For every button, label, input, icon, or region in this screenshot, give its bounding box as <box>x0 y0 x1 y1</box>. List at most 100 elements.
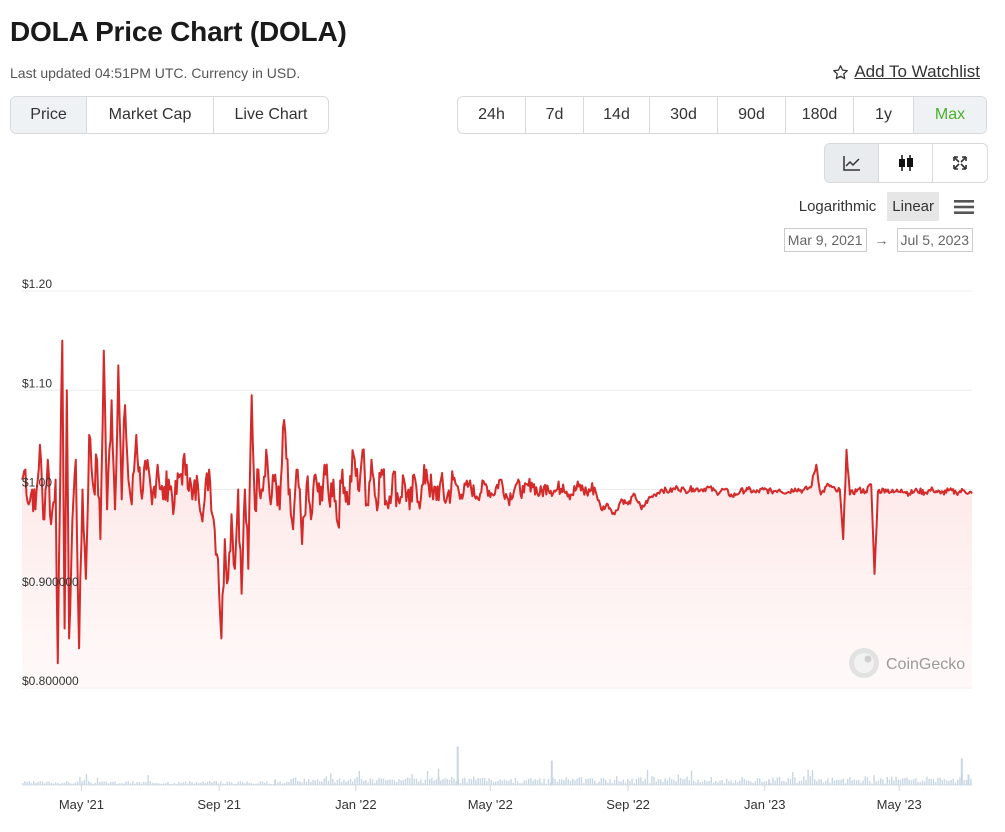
x-tick-label: Jan '23 <box>744 797 786 812</box>
volume-bar <box>954 782 957 785</box>
volume-bar <box>312 780 314 785</box>
scale-logarithmic[interactable]: Logarithmic <box>798 198 877 215</box>
volume-bar <box>717 782 719 785</box>
volume-bar <box>127 781 129 785</box>
range-1y[interactable]: 1y <box>854 97 914 133</box>
volume-bar <box>871 783 873 785</box>
candlestick-button[interactable] <box>879 144 933 182</box>
date-range: Mar 9, 2021 → Jul 5, 2023 <box>783 228 973 252</box>
volume-bar <box>506 780 508 785</box>
volume-bar <box>737 782 739 785</box>
volume-bar <box>501 780 503 785</box>
scale-linear[interactable]: Linear <box>887 192 939 221</box>
volume-bar <box>855 780 858 785</box>
volume-bar <box>180 783 182 785</box>
date-to-input[interactable]: Jul 5, 2023 <box>896 228 973 252</box>
volume-bar <box>217 783 220 785</box>
range-7d[interactable]: 7d <box>526 97 584 133</box>
volume-bar <box>222 783 224 785</box>
volume-bar <box>264 783 266 785</box>
price-line <box>21 339 973 665</box>
range-30d[interactable]: 30d <box>650 97 718 133</box>
volume-bar <box>129 783 132 785</box>
volume-bar <box>605 779 607 785</box>
volume-bar <box>512 783 514 785</box>
volume-bar <box>598 781 600 785</box>
date-from-input[interactable]: Mar 9, 2021 <box>783 228 867 252</box>
tab-live-chart[interactable]: Live Chart <box>234 106 308 123</box>
volume-bar <box>83 780 85 785</box>
volume-bar <box>389 779 391 785</box>
y-tick-label: $1.00 <box>22 476 52 490</box>
fullscreen-button[interactable] <box>933 144 987 182</box>
volume-bar <box>844 783 847 785</box>
volume-bar <box>770 783 772 785</box>
range-180d[interactable]: 180d <box>786 97 854 133</box>
range-14d[interactable]: 14d <box>584 97 650 133</box>
line-chart-button[interactable] <box>825 144 879 182</box>
volume-bar <box>523 780 525 785</box>
volume-bar <box>48 781 50 785</box>
volume-bar <box>895 776 897 785</box>
volume-bar <box>178 781 180 785</box>
volume-bar <box>715 781 717 785</box>
tab-price[interactable]: Price <box>11 97 87 133</box>
volume-bar <box>345 781 347 785</box>
y-tick-label: $1.20 <box>22 277 52 291</box>
range-90d[interactable]: 90d <box>718 97 786 133</box>
volume-bar <box>407 777 409 785</box>
volume-bar <box>70 783 72 785</box>
volume-bar <box>532 780 534 785</box>
chart-view-toggle <box>824 143 988 183</box>
volume-bar <box>327 780 330 785</box>
volume-bar <box>136 782 138 785</box>
volume-bar <box>642 781 644 785</box>
volume-bar <box>191 782 193 785</box>
range-24h[interactable]: 24h <box>458 97 526 133</box>
volume-bar <box>286 781 288 785</box>
volume-bar <box>290 779 292 785</box>
volume-bar <box>352 781 354 785</box>
volume-bar <box>459 783 462 785</box>
volume-bar <box>932 779 935 785</box>
x-tick-label: May '21 <box>59 797 104 812</box>
volume-bar <box>101 781 103 785</box>
volume-bar <box>33 781 35 785</box>
volume-bar <box>719 780 721 785</box>
volume-bar <box>596 783 598 785</box>
volume-bar <box>187 783 189 785</box>
add-to-watchlist-link[interactable]: Add To Watchlist <box>832 62 980 82</box>
volume-bar <box>266 781 268 785</box>
volume-bar <box>422 783 424 785</box>
volume-bar <box>211 782 213 785</box>
volume-bar <box>677 774 679 785</box>
volume-bar <box>165 783 167 785</box>
volume-bar <box>862 780 864 785</box>
volume-bar <box>565 777 567 785</box>
volume-bar <box>662 782 664 785</box>
volume-bar <box>299 781 301 785</box>
range-max[interactable]: Max <box>914 97 986 133</box>
volume-bar <box>184 781 187 785</box>
volume-bar <box>574 780 576 785</box>
volume-bar <box>50 783 52 785</box>
menu-icon[interactable] <box>953 198 975 216</box>
volume-bar <box>167 782 169 785</box>
volume-bar <box>393 780 396 785</box>
volume-bar <box>686 776 688 785</box>
volume-bar <box>349 778 352 785</box>
volume-bar <box>948 780 950 785</box>
volume-bar <box>620 781 622 785</box>
volume-bar <box>402 780 404 785</box>
price-area <box>22 340 972 688</box>
volume-bar <box>125 781 127 785</box>
volume-bar <box>893 780 895 785</box>
price-chart[interactable]: $1.20 $1.10 $1.00 $0.900000 $0.800000 CoinGe… <box>0 255 1005 825</box>
tab-market-cap[interactable]: Market Cap <box>87 97 214 133</box>
volume-bar <box>514 777 517 785</box>
volume-bar <box>246 781 248 785</box>
volume-bar <box>231 782 233 785</box>
volume-bar <box>646 769 649 785</box>
volume-bar <box>699 782 701 785</box>
x-tick-label: May '22 <box>468 797 513 812</box>
